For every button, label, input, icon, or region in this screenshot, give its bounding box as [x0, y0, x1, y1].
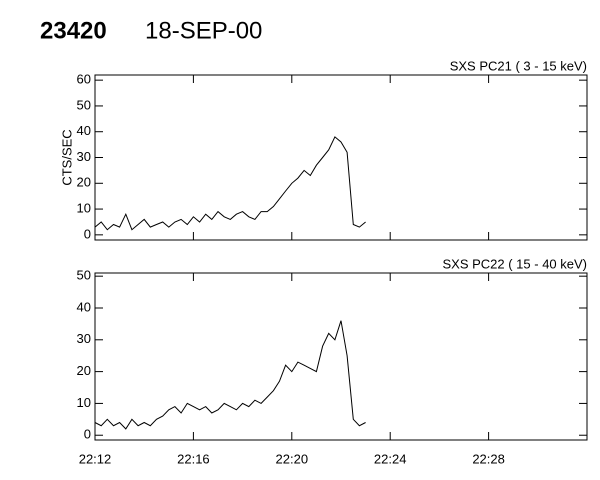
- y-tick-label: 10: [77, 395, 91, 410]
- x-tick-label: 22:24: [374, 451, 407, 466]
- x-tick-label: 22:28: [472, 451, 505, 466]
- panel-title: SXS PC22 ( 15 - 40 keV): [442, 256, 587, 271]
- header-id: 23420: [40, 17, 107, 44]
- y-tick-label: 20: [77, 175, 91, 190]
- x-tick-label: 22:20: [276, 451, 309, 466]
- y-tick-label: 60: [77, 72, 91, 87]
- y-tick-label: 30: [77, 149, 91, 164]
- x-tick-label: 22:16: [177, 451, 210, 466]
- x-tick-label: 22:12: [79, 451, 112, 466]
- y-tick-label: 0: [84, 427, 91, 442]
- y-tick-label: 30: [77, 331, 91, 346]
- panel-title: SXS PC21 ( 3 - 15 keV): [450, 58, 587, 73]
- data-line: [94, 320, 366, 430]
- y-tick-label: 10: [77, 201, 91, 216]
- y-axis-label: CTS/SEC: [59, 129, 74, 185]
- plot-frame: [94, 272, 588, 441]
- header-date: 18-SEP-00: [145, 17, 262, 44]
- y-tick-label: 40: [77, 123, 91, 138]
- y-tick-label: 50: [77, 268, 91, 283]
- y-tick-label: 20: [77, 363, 91, 378]
- data-line: [94, 136, 366, 231]
- y-tick-label: 40: [77, 299, 91, 314]
- y-tick-label: 0: [84, 226, 91, 241]
- y-tick-label: 50: [77, 97, 91, 112]
